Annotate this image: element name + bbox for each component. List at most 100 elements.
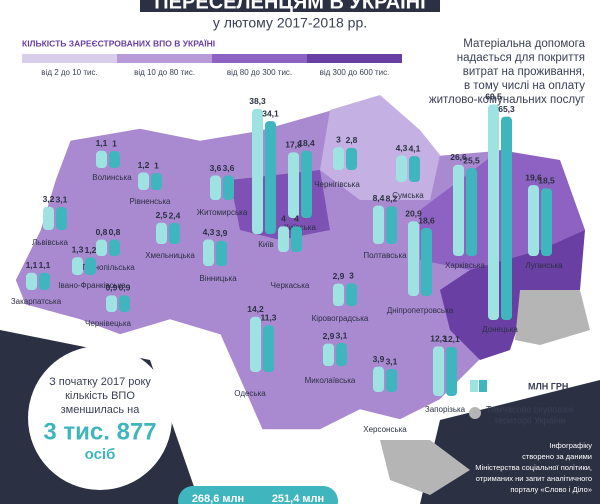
value-label: 2,9	[323, 331, 335, 341]
value-label: 14,2	[247, 304, 264, 314]
value-label: 1,3	[72, 244, 84, 254]
bar	[278, 226, 289, 252]
region-name: Миколаївська	[305, 376, 356, 385]
bar	[169, 223, 180, 244]
source-line: Інфографіку	[549, 441, 592, 450]
note-line: Матеріальна допомога	[463, 38, 585, 50]
value-label: 3,9	[373, 354, 385, 364]
region-name: Івано-Франківська	[58, 281, 126, 290]
callout-text: З початку 2017 року	[49, 376, 151, 388]
bar	[386, 206, 397, 244]
region-name: Волинська	[92, 173, 132, 182]
bar	[106, 295, 117, 312]
bar	[333, 147, 344, 170]
bar	[528, 185, 539, 256]
value-label: 69,5	[485, 92, 502, 102]
bar	[301, 150, 312, 218]
region-name: Вінницька	[199, 274, 237, 283]
value-label: 2,5	[156, 210, 168, 220]
note-line: витрат на проживання,	[463, 66, 585, 78]
note-line: житлово-комунальних послуг	[429, 94, 585, 106]
value-label: 0,9	[119, 283, 131, 293]
region-name: Львівська	[32, 238, 68, 247]
legend-swatch	[212, 54, 307, 63]
bar	[96, 150, 107, 168]
region-name: Херсонська	[363, 425, 407, 434]
bar	[43, 206, 54, 230]
value-label: 8,2	[386, 193, 398, 203]
value-label: 18,6	[418, 215, 435, 225]
note-line: надається для покриття	[457, 52, 585, 64]
bar	[346, 283, 357, 306]
bar	[288, 152, 299, 218]
callout-circle	[28, 346, 172, 490]
legend-swatch	[307, 54, 402, 63]
value-label: 4,1	[409, 143, 421, 153]
bar	[138, 172, 149, 190]
bar	[263, 325, 274, 372]
value-label: 1,1	[39, 260, 51, 270]
key-dot	[469, 407, 481, 419]
value-label: 1,1	[96, 138, 108, 148]
region-name: Донецька	[482, 325, 518, 334]
value-label: 4	[294, 214, 299, 224]
totals-pill	[178, 486, 338, 504]
bar	[56, 207, 67, 230]
key-label: території України	[494, 415, 566, 425]
value-label: 0,8	[109, 227, 121, 237]
callout-text: кількість ВПО	[65, 390, 135, 402]
bar	[250, 316, 261, 372]
bar	[421, 228, 432, 296]
region-name: Закарпатська	[11, 297, 62, 306]
bar	[373, 205, 384, 244]
bar	[210, 175, 221, 200]
value-label: 3,6	[210, 163, 222, 173]
bar	[453, 164, 464, 256]
value-label: 25,5	[463, 155, 480, 165]
bar	[488, 104, 499, 320]
bar	[501, 116, 512, 320]
bar	[265, 121, 276, 234]
callout-number: 3 тис. 877	[43, 418, 156, 445]
region-name: Житомирська	[197, 208, 248, 217]
legend-swatch	[117, 54, 212, 63]
key-label: МЛН ГРН	[528, 381, 568, 391]
value-label: 1	[112, 138, 117, 148]
bar	[433, 346, 444, 396]
region-name: Луганська	[525, 261, 563, 270]
value-label: 17,8	[285, 140, 302, 150]
region-name: Кіровоградська	[312, 314, 369, 323]
value-label: 1,2	[138, 160, 150, 170]
bar	[396, 155, 407, 182]
bar	[109, 239, 120, 256]
bar	[336, 343, 347, 366]
callout-text: зменшилась на	[61, 404, 141, 416]
value-label: 18,4	[298, 138, 315, 148]
bar	[409, 156, 420, 182]
bar	[386, 369, 397, 392]
source-line: Міністерства соціальної політики,	[475, 463, 592, 472]
source-line: створено за даними	[522, 452, 592, 461]
value-label: 12,1	[443, 334, 460, 344]
value-label: 1,1	[26, 260, 38, 270]
key-label: Тимчасово окуповані	[486, 404, 574, 414]
value-label: 26,6	[450, 152, 467, 162]
key-bar	[470, 380, 478, 392]
value-label: 8,4	[373, 193, 385, 203]
legend-label: від 2 до 10 тис.	[41, 68, 97, 77]
total: 268,6 млн	[192, 493, 244, 504]
value-label: 2,9	[333, 271, 345, 281]
region-name: Черкаська	[271, 281, 310, 290]
value-label: 34,1	[262, 108, 279, 118]
value-label: 65,3	[498, 104, 515, 114]
value-label: 3	[349, 271, 354, 281]
source-line: порталу «Слово і Діло»	[510, 485, 592, 494]
value-label: 11,3	[260, 312, 276, 322]
region-name: Одеська	[234, 389, 266, 398]
region-name: Рівненська	[130, 197, 171, 206]
value-label: 1	[154, 160, 159, 170]
region-name: Чернівецька	[85, 319, 131, 328]
region-name: Чернігівська	[314, 180, 360, 189]
value-label: 4,3	[396, 143, 408, 153]
legend-swatch	[22, 54, 117, 63]
